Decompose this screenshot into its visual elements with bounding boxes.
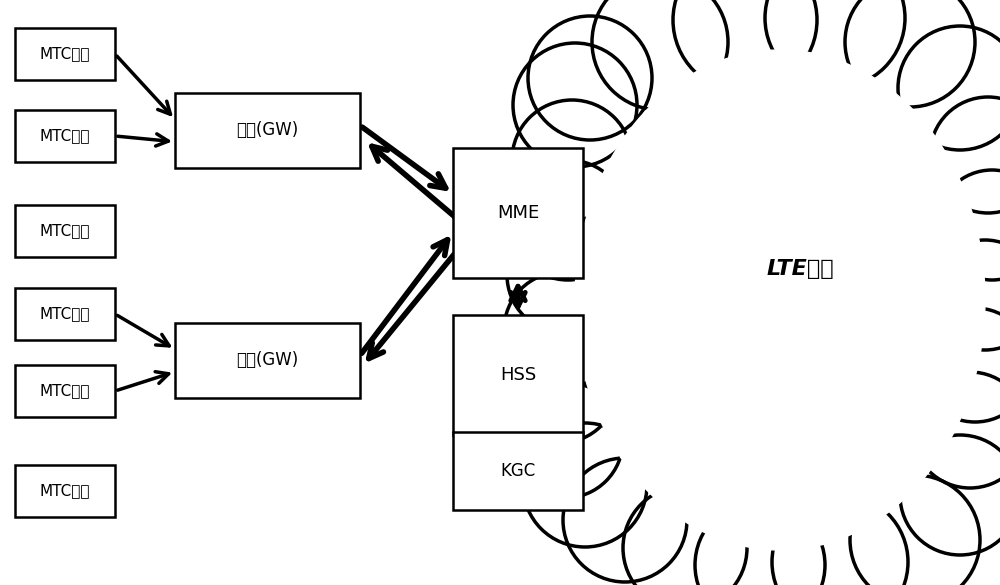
Circle shape (550, 70, 1000, 530)
Bar (453, 432, 583, 510)
Bar (453, 315, 583, 435)
Bar (15, 205, 115, 257)
Circle shape (512, 100, 632, 220)
Circle shape (930, 240, 1000, 350)
Text: LTE网络: LTE网络 (766, 259, 834, 279)
Bar (453, 148, 583, 278)
Text: 网关(GW): 网关(GW) (236, 122, 299, 139)
Circle shape (528, 16, 652, 140)
Text: MTC设备: MTC设备 (40, 307, 90, 322)
Circle shape (898, 26, 1000, 150)
Ellipse shape (575, 50, 985, 550)
Circle shape (592, 0, 728, 110)
Circle shape (850, 475, 980, 585)
Bar (15, 288, 115, 340)
Circle shape (508, 160, 628, 280)
Circle shape (513, 43, 637, 167)
Bar (15, 28, 115, 80)
Bar (15, 110, 115, 162)
Circle shape (673, 0, 817, 92)
Text: KGC: KGC (500, 462, 536, 480)
Circle shape (937, 170, 1000, 280)
Bar (175, 93, 360, 168)
Text: MTC设备: MTC设备 (40, 483, 90, 498)
Text: HSS: HSS (500, 366, 536, 384)
Circle shape (918, 308, 1000, 422)
Circle shape (504, 272, 620, 388)
Circle shape (502, 327, 618, 443)
Circle shape (912, 372, 1000, 488)
Circle shape (507, 217, 623, 333)
Text: MTC设备: MTC设备 (40, 384, 90, 398)
Circle shape (623, 486, 747, 585)
Circle shape (563, 458, 687, 582)
Bar (15, 465, 115, 517)
Bar (15, 365, 115, 417)
Text: MTC设备: MTC设备 (40, 129, 90, 143)
Bar (175, 323, 360, 398)
Circle shape (900, 435, 1000, 555)
Circle shape (507, 382, 623, 498)
Text: MTC设备: MTC设备 (40, 223, 90, 239)
Circle shape (765, 0, 905, 88)
Text: MTC设备: MTC设备 (40, 46, 90, 61)
Circle shape (930, 97, 1000, 213)
Circle shape (523, 423, 647, 547)
Circle shape (845, 0, 975, 107)
Text: MME: MME (497, 204, 539, 222)
Circle shape (695, 500, 825, 585)
Circle shape (772, 494, 908, 585)
Text: 网关(GW): 网关(GW) (236, 352, 299, 370)
